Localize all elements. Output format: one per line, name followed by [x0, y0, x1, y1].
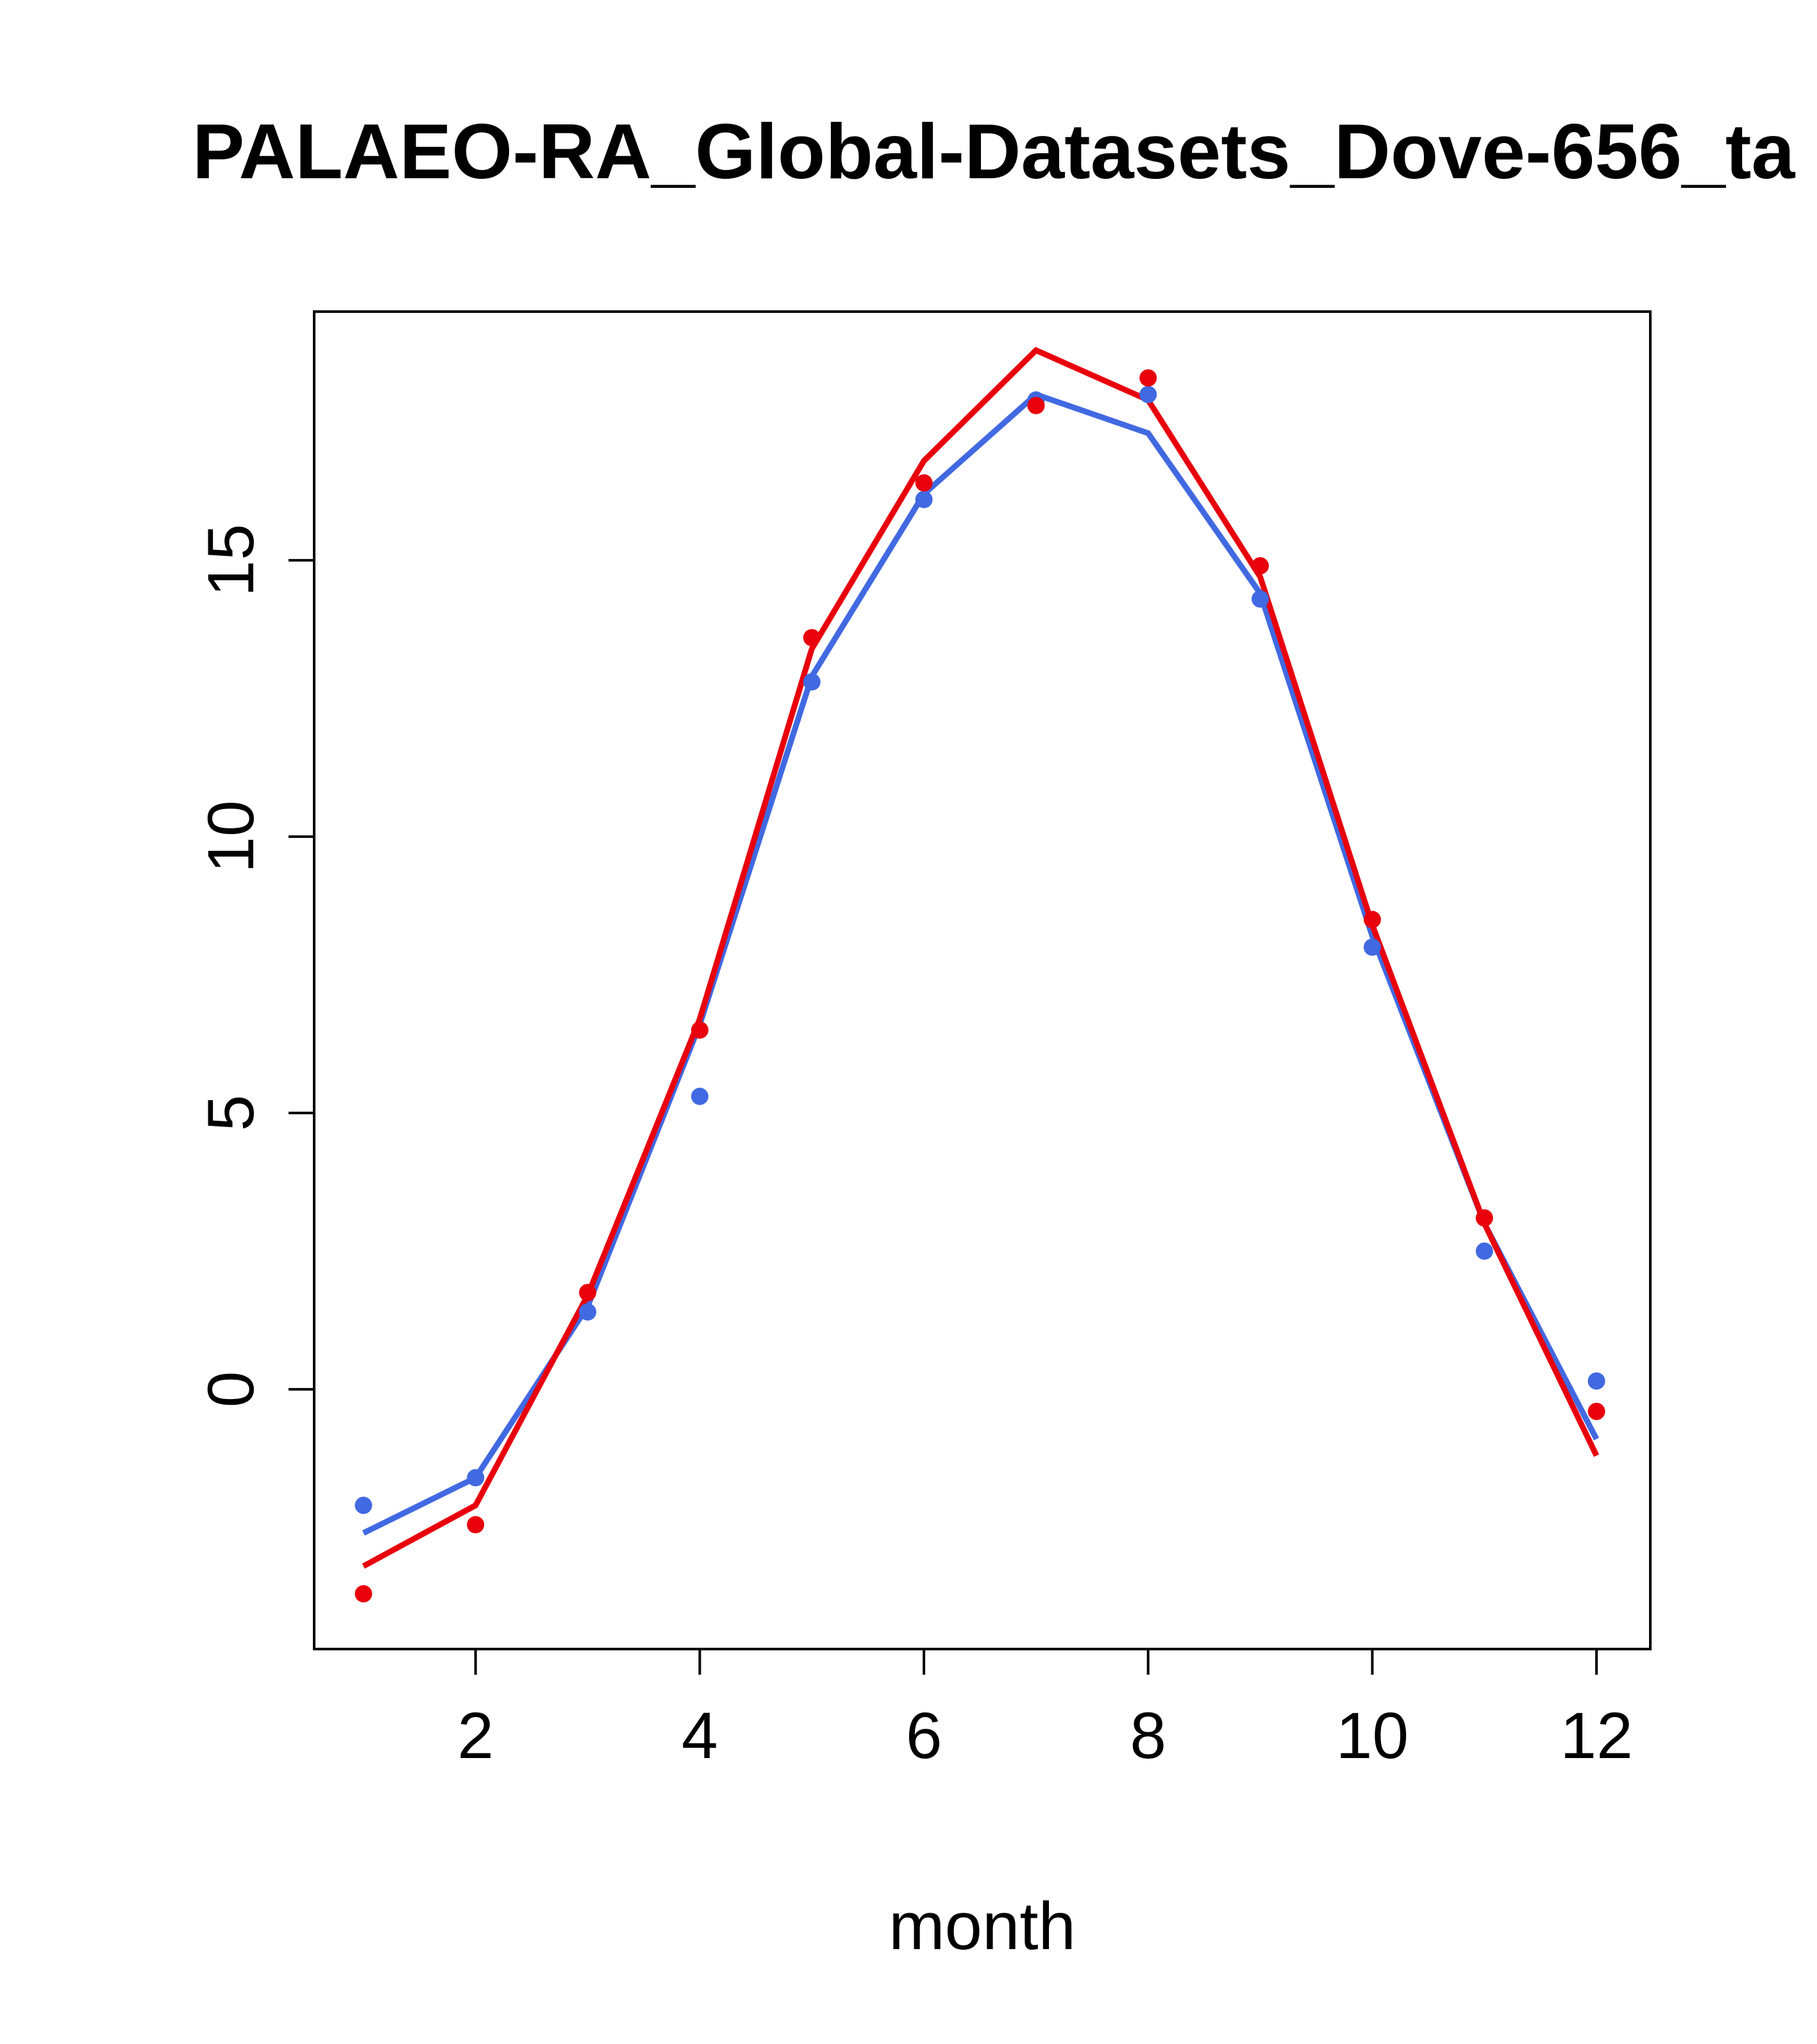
blue-points — [1587, 1372, 1605, 1390]
blue-points — [355, 1496, 373, 1514]
blue-points — [803, 673, 821, 691]
chart-marks: 2 4 6 8 10 12 0 5 10 15 — [194, 310, 1652, 1772]
x-tick-label: 2 — [457, 1699, 494, 1772]
x-tick-label: 12 — [1560, 1699, 1632, 1772]
red-points — [579, 1284, 597, 1302]
blue-points — [1475, 1242, 1493, 1260]
red-points — [1363, 910, 1381, 928]
red-points — [1139, 369, 1157, 387]
red-points — [1252, 557, 1269, 575]
y-tick-label: 15 — [194, 524, 267, 596]
chart-title: PALAEO-RA_Global-Datasets_Dove-656_ta — [192, 108, 1796, 195]
blue-points — [1139, 385, 1157, 403]
blue-points — [1252, 590, 1269, 608]
y-tick-label: 10 — [194, 800, 267, 873]
red-points — [355, 1585, 373, 1603]
blue-points — [691, 1087, 708, 1105]
x-tick-label: 8 — [1130, 1699, 1166, 1772]
x-axis-label: month — [889, 1889, 1076, 1964]
red-points — [1475, 1209, 1493, 1227]
y-tick-label: 5 — [194, 1095, 267, 1132]
blue-points — [915, 490, 933, 508]
red-points — [915, 474, 933, 492]
x-tick-label: 4 — [682, 1699, 718, 1772]
red-points — [803, 629, 821, 647]
blue-points — [1363, 938, 1381, 956]
red-points — [691, 1021, 708, 1039]
y-tick-label: 0 — [194, 1371, 267, 1408]
red-points — [1587, 1402, 1605, 1420]
red-points — [1027, 397, 1045, 415]
blue-points — [579, 1303, 597, 1321]
blue-line — [362, 391, 1600, 1536]
plot-border — [313, 310, 1652, 1650]
blue-points — [467, 1469, 485, 1487]
x-tick-label: 10 — [1336, 1699, 1409, 1772]
x-tick-label: 6 — [906, 1699, 942, 1772]
red-line — [362, 346, 1600, 1569]
red-points — [467, 1516, 485, 1534]
